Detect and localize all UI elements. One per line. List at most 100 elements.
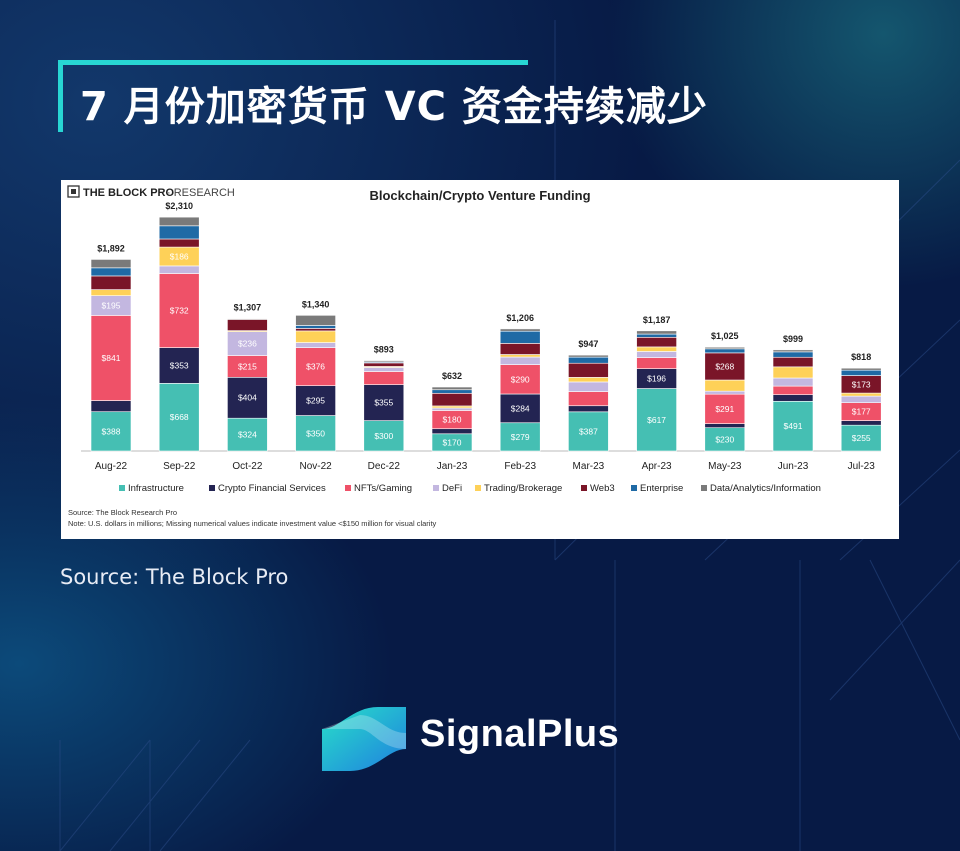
data-label: $404 [238, 393, 257, 403]
data-label: $173 [852, 379, 871, 389]
bar-segment [295, 315, 336, 326]
bar-segment [158, 273, 200, 348]
bar-segment [158, 238, 200, 248]
bar-segment [704, 390, 746, 395]
legend-swatch [475, 485, 481, 491]
x-tick-label: Oct-22 [232, 461, 262, 472]
bar-segment [636, 336, 677, 348]
chart-header-brand: THE BLOCK PRO [83, 187, 175, 199]
bar-segment [499, 328, 541, 332]
legend-swatch [631, 485, 637, 491]
bar-segment [158, 225, 200, 240]
bar-segment [840, 424, 882, 452]
bar-segment [431, 405, 473, 409]
bar-total-label: $1,307 [234, 303, 262, 313]
bar-segment [227, 319, 268, 331]
bar-segment [772, 356, 814, 368]
data-label: $617 [647, 415, 666, 425]
data-label: $732 [170, 306, 189, 316]
legend-label: Data/Analytics/Information [710, 483, 821, 494]
bar-segment [499, 422, 541, 452]
bar-segment [840, 392, 882, 397]
bar-segment [158, 383, 200, 452]
bar-total-label: $947 [578, 339, 598, 349]
bar-total-label: $1,206 [506, 313, 534, 323]
bar-segment [295, 415, 336, 452]
bar-segment [363, 360, 405, 363]
bar-total-label: $818 [851, 352, 871, 362]
bar-segment [840, 395, 882, 404]
headline-frame: 7 月份加密货币 VC 资金持续减少 [58, 60, 707, 132]
bar-segment [158, 216, 200, 227]
chart-footnote-source: Source: The Block Research Pro [68, 508, 177, 517]
x-tick-label: Apr-23 [642, 461, 672, 472]
legend-label: Infrastructure [128, 483, 184, 494]
chart-legend: Infrastructure Crypto Financial Services N… [119, 483, 821, 494]
x-tick-label: Dec-22 [368, 461, 401, 472]
bar-segment [568, 405, 609, 413]
bar-segment [90, 259, 132, 269]
bar-segment [499, 343, 541, 355]
legend-label: Enterprise [640, 483, 683, 494]
bar-segment [90, 289, 132, 296]
bar-total-label: $632 [442, 371, 462, 381]
bar-segment [568, 377, 609, 383]
bar-segment [295, 342, 336, 348]
chart-footnote-note: Note: U.S. dollars in millions; Missing … [68, 519, 437, 528]
bar-segment [499, 393, 541, 424]
bar-segment [499, 356, 541, 365]
data-label: $170 [443, 437, 462, 447]
bar-segment [363, 362, 405, 367]
bar-segment [636, 388, 677, 452]
data-label: $196 [647, 374, 666, 384]
data-label: $300 [374, 431, 393, 441]
bar-segment [840, 369, 882, 376]
bar-total-label: $1,340 [302, 299, 330, 309]
data-label: $290 [511, 374, 530, 384]
headline: 7 月份加密货币 VC 资金持续减少 [80, 84, 708, 130]
bar-segment [704, 423, 746, 429]
legend-swatch [581, 485, 587, 491]
bar-segment [772, 385, 814, 396]
bar-group: $388 $841 $195 $1,892 Aug-22 $668 $353 $732 $186… [90, 201, 882, 472]
bar-segment [431, 407, 473, 411]
bar-segment [704, 348, 746, 354]
data-label: $255 [852, 433, 871, 443]
data-label: $195 [102, 301, 121, 311]
bar-segment [227, 318, 268, 320]
legend-label: Crypto Financial Services [218, 483, 326, 494]
bar-total-label: $999 [783, 334, 803, 344]
data-label: $236 [238, 339, 257, 349]
bar-segment [363, 420, 405, 452]
bar-segment [568, 362, 609, 378]
bar-segment [704, 393, 746, 424]
bar-segment [704, 352, 746, 381]
data-label: $268 [715, 361, 734, 371]
bar-segment [499, 354, 541, 358]
bar-segment [568, 356, 609, 364]
data-label: $186 [170, 251, 189, 261]
bar-segment [431, 392, 473, 407]
bar-segment [90, 400, 132, 413]
brand-name: SignalPlus [420, 713, 620, 755]
x-tick-label: Nov-22 [299, 461, 332, 472]
bar-segment [772, 349, 814, 353]
x-tick-label: Sep-22 [163, 461, 196, 472]
bar-segment [772, 351, 814, 358]
legend-swatch [209, 485, 215, 491]
data-label: $324 [238, 430, 257, 440]
bar-segment [568, 391, 609, 407]
bar-segment [636, 346, 677, 352]
bar-segment [636, 357, 677, 369]
bar-total-label: $893 [374, 345, 394, 355]
legend-swatch [701, 485, 707, 491]
x-tick-label: Jul-23 [848, 461, 876, 472]
bar-segment [363, 367, 405, 372]
data-label: $291 [715, 404, 734, 414]
data-label: $295 [306, 396, 325, 406]
legend-label: Trading/Brokerage [484, 483, 562, 494]
chart-header-sub: · RESEARCH [167, 187, 235, 199]
block-logo-inner-icon [71, 189, 76, 194]
bar-segment [704, 379, 746, 392]
bar-segment [295, 328, 336, 332]
